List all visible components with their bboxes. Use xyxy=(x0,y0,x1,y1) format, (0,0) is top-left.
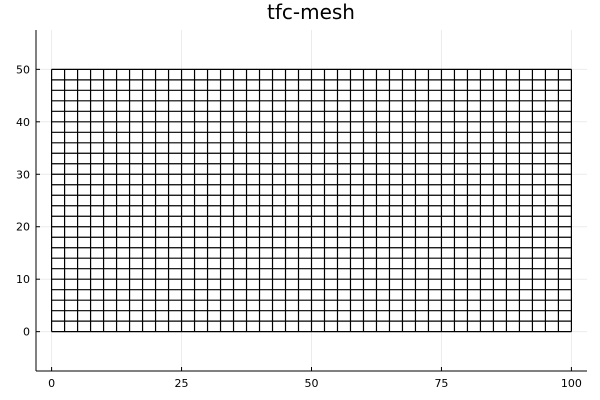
y-tick-label: 40 xyxy=(16,116,30,129)
mesh-lines xyxy=(50,68,573,333)
x-tick-label: 75 xyxy=(434,377,448,390)
tick-labels: 0 25 50 75 100 0 10 20 30 40 50 xyxy=(16,63,582,390)
y-tick-label: 50 xyxy=(16,63,30,76)
axes xyxy=(35,30,587,372)
y-tick-label: 10 xyxy=(16,273,30,286)
chart-title: tfc-mesh xyxy=(267,0,355,24)
x-tick-label: 50 xyxy=(305,377,319,390)
y-tick-label: 30 xyxy=(16,168,30,181)
x-tick-label: 0 xyxy=(48,377,55,390)
y-tick-label: 0 xyxy=(23,326,30,339)
y-tick-label: 20 xyxy=(16,221,30,234)
x-tick-label: 100 xyxy=(561,377,582,390)
x-tick-label: 25 xyxy=(175,377,189,390)
